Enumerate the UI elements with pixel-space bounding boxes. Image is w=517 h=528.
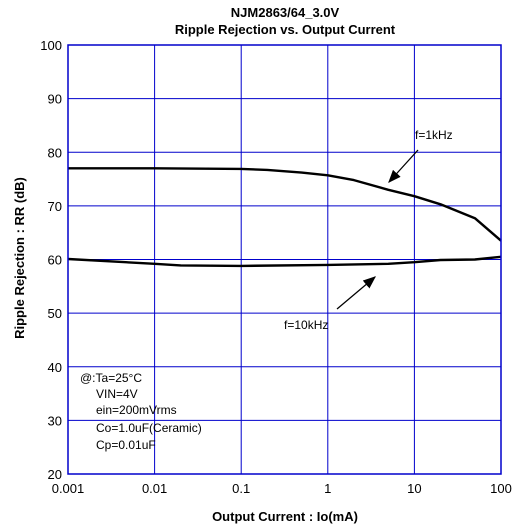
series-lines [67, 167, 502, 268]
y-tick-label: 50 [48, 306, 62, 321]
x-tick-label: 0.01 [142, 481, 167, 496]
condition-cp: Cp=0.01uF [96, 438, 156, 452]
y-tick-label: 30 [48, 413, 62, 428]
condition-temperature: @:Ta=25°C [80, 371, 142, 385]
tick-labels: 0.001 0.01 0.1 1 10 100 20 30 40 50 60 70 80 90 100 [40, 38, 512, 496]
conditions-box: @:Ta=25°C VIN=4V ein=200mVrms Co=1.0uF(C… [80, 371, 202, 452]
condition-co: Co=1.0uF(Ceramic) [96, 421, 202, 435]
x-axis-label: Output Current : Io(mA) [212, 509, 358, 524]
x-tick-label: 0.1 [232, 481, 250, 496]
y-tick-label: 60 [48, 253, 62, 268]
condition-ein: ein=200mVrms [96, 403, 177, 417]
y-tick-label: 100 [40, 38, 62, 53]
annotation-10khz: f=10kHz [284, 318, 328, 332]
condition-vin: VIN=4V [96, 387, 138, 401]
y-tick-label: 90 [48, 92, 62, 107]
series-line-10khz [67, 255, 502, 268]
x-tick-label: 1 [324, 481, 331, 496]
y-tick-label: 40 [48, 360, 62, 375]
x-tick-label: 0.001 [52, 481, 85, 496]
x-tick-label: 10 [407, 481, 421, 496]
y-tick-label: 80 [48, 145, 62, 160]
y-tick-label: 70 [48, 199, 62, 214]
plot-frame [67, 44, 502, 475]
x-tick-label: 100 [490, 481, 512, 496]
y-tick-label: 20 [48, 467, 62, 482]
annotation-10khz-arrow [336, 276, 376, 310]
chart-subtitle: Ripple Rejection vs. Output Current [175, 22, 396, 37]
chart-title: NJM2863/64_3.0V [231, 5, 340, 20]
y-axis-label: Ripple Rejection : RR (dB) [12, 177, 27, 339]
annotation-1khz: f=1kHz [415, 128, 453, 142]
annotation-1khz-arrow [388, 149, 419, 183]
series-line-1khz [68, 167, 502, 242]
